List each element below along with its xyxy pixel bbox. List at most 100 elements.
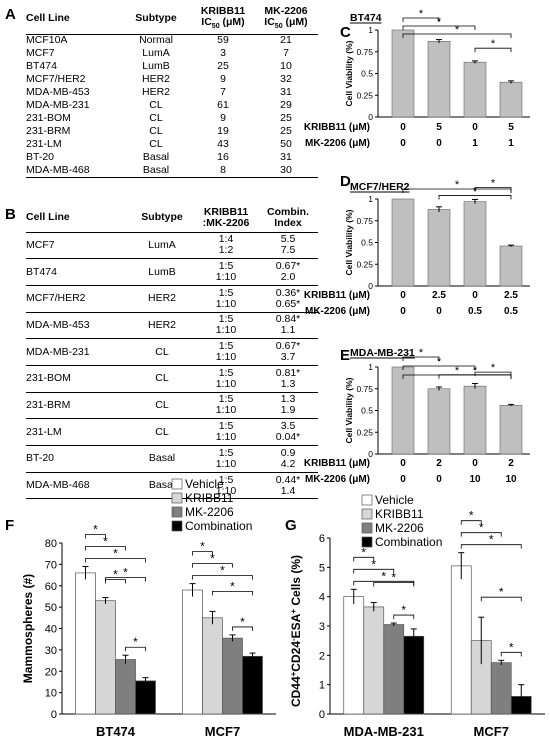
significance-bracket bbox=[402, 365, 476, 370]
table-b-cell: 1:5 1:10 bbox=[215, 366, 237, 390]
table-b-row: BT-20 Basal 1:5 1:10 0.9 4.2 bbox=[26, 446, 318, 473]
table-a-cell: 7 bbox=[283, 47, 289, 59]
table-a-header-subtype: Subtype bbox=[120, 4, 192, 35]
y-tick-label: 5 bbox=[319, 562, 325, 574]
table-b-cell: BT-20 bbox=[26, 452, 55, 465]
table-b-row: MCF7/HER2 HER2 1:5 1:10 0.36* 0.65* bbox=[26, 285, 318, 313]
bar bbox=[499, 404, 523, 455]
table-b-row: 231-BRM CL 1:5 1:10 1.3 1.9 bbox=[26, 392, 318, 419]
bar-mk-2206 bbox=[490, 662, 512, 715]
significance-bracket bbox=[192, 575, 253, 580]
y-tick-label: 0 bbox=[51, 709, 57, 721]
legend-label: Combination bbox=[185, 519, 252, 533]
table-a-cell: MDA-MB-468 bbox=[26, 163, 90, 176]
legend-swatch bbox=[361, 494, 373, 506]
table-a-cell: 32 bbox=[280, 73, 292, 85]
y-tick-label: 0 bbox=[368, 449, 373, 459]
table-b-cell: 0.67* 3.7 bbox=[275, 340, 301, 364]
table-b-row: 231-LM CL 1:5 1:10 3.5 0.04* bbox=[26, 419, 318, 446]
panel-c-title: BT474 bbox=[350, 12, 382, 24]
table-b-cell: Basal bbox=[148, 452, 176, 465]
significance-star: * bbox=[489, 533, 494, 547]
table-a-cell: 31 bbox=[280, 86, 292, 98]
table-b-cell: 231-BOM bbox=[26, 372, 71, 385]
table-a-cell: 25 bbox=[280, 112, 292, 124]
significance-bracket bbox=[474, 371, 512, 377]
bar bbox=[463, 201, 487, 287]
legend-label: Combination bbox=[375, 535, 442, 549]
table-b-cell: 231-BRM bbox=[26, 398, 71, 411]
y-axis-label: Cell Viability (%) bbox=[344, 209, 354, 275]
significance-star: * bbox=[133, 635, 138, 649]
table-b-row: MDA-MB-231 CL 1:5 1:10 0.67* 3.7 bbox=[26, 339, 318, 366]
significance-bracket bbox=[192, 551, 213, 556]
significance-bracket bbox=[460, 544, 522, 549]
condition-kribb11: 2 bbox=[508, 458, 514, 469]
table-a-cell: LumA bbox=[142, 47, 170, 59]
table-b-cell: 1:5 1:10 bbox=[215, 286, 237, 310]
bar bbox=[499, 245, 523, 287]
bar-combination bbox=[403, 635, 425, 715]
bar-kribb11 bbox=[95, 600, 116, 715]
condition-kribb11: 0 bbox=[400, 458, 406, 469]
table-a-row: MCF7/HER2 HER2 9 32 bbox=[26, 73, 318, 86]
condition-mk2206: 0.5 bbox=[504, 306, 518, 317]
table-b-cell: 1:5 1:10 bbox=[215, 260, 237, 284]
table-b-cell: 1:5 1:10 bbox=[215, 393, 237, 417]
table-a-cell: 3 bbox=[220, 47, 226, 59]
y-tick-label: 4 bbox=[319, 592, 325, 604]
y-tick-label: 0.75 bbox=[356, 216, 373, 226]
table-a-cell: 231-LM bbox=[26, 138, 62, 150]
bar bbox=[463, 385, 487, 455]
table-a-cell: MDA-MB-231 bbox=[26, 99, 90, 111]
condition-mk2206: 0 bbox=[400, 306, 406, 317]
significance-star: * bbox=[419, 8, 424, 20]
bar-mk-2206 bbox=[115, 659, 136, 715]
significance-bracket bbox=[402, 17, 440, 22]
table-b-cell: 5.5 7.5 bbox=[280, 233, 296, 257]
condition-mk2206: 0 bbox=[436, 138, 442, 149]
panel-label-f: F bbox=[5, 517, 15, 534]
y-tick-label: 0.25 bbox=[356, 427, 373, 437]
condition-kribb11: 2 bbox=[436, 458, 442, 469]
table-b-cell: 231-LM bbox=[26, 425, 62, 438]
table-a-cell: 61 bbox=[217, 99, 229, 111]
row-label-mk2206: MK-2206 (μM) bbox=[305, 474, 370, 485]
y-tick-label: 1 bbox=[368, 25, 373, 35]
table-a-row: MDA-MB-231 CL 61 29 bbox=[26, 99, 318, 112]
significance-star: * bbox=[220, 564, 225, 578]
legend-label: Vehicle bbox=[375, 493, 414, 507]
y-tick-label: 10 bbox=[45, 688, 57, 700]
y-tick-label: 1 bbox=[368, 362, 373, 372]
significance-bracket bbox=[402, 33, 512, 38]
panel-label-a: A bbox=[5, 6, 16, 23]
y-axis-label: Mammospheres (#) bbox=[21, 574, 35, 683]
y-tick-label: 30 bbox=[45, 645, 57, 657]
significance-star: * bbox=[230, 579, 235, 593]
panel-label-d: D bbox=[340, 173, 351, 190]
table-b-cell: 0.84* 1.1 bbox=[275, 313, 301, 337]
y-tick-label: 0 bbox=[368, 112, 373, 122]
table-b-cell: 1:5 1:10 bbox=[215, 313, 237, 337]
significance-star: * bbox=[381, 569, 386, 583]
legend-swatch bbox=[361, 522, 373, 534]
bar-mk-2206 bbox=[222, 637, 243, 715]
y-tick-label: 2 bbox=[319, 650, 325, 662]
bar bbox=[427, 41, 451, 118]
y-tick-label: 0.5 bbox=[361, 406, 373, 416]
bar-vehicle bbox=[450, 565, 472, 715]
row-label-mk2206: MK-2206 (μM) bbox=[305, 306, 370, 317]
significance-bracket bbox=[85, 534, 106, 539]
table-a-cell: Basal bbox=[142, 163, 170, 176]
y-tick-label: 40 bbox=[45, 624, 57, 636]
significance-bracket bbox=[402, 25, 476, 30]
legend-label: KRIBB11 bbox=[185, 491, 234, 505]
table-b-cell: MCF7/HER2 bbox=[26, 292, 86, 305]
table-b-cell: 0.9 4.2 bbox=[280, 446, 296, 470]
table-b-cell: CL bbox=[155, 425, 169, 438]
y-axis-label: Cell Viability (%) bbox=[344, 377, 354, 443]
significance-star: * bbox=[401, 603, 406, 617]
table-a-row: MDA-MB-453 HER2 7 31 bbox=[26, 86, 318, 99]
table-a-cell: 30 bbox=[280, 163, 292, 176]
bar bbox=[391, 366, 415, 455]
